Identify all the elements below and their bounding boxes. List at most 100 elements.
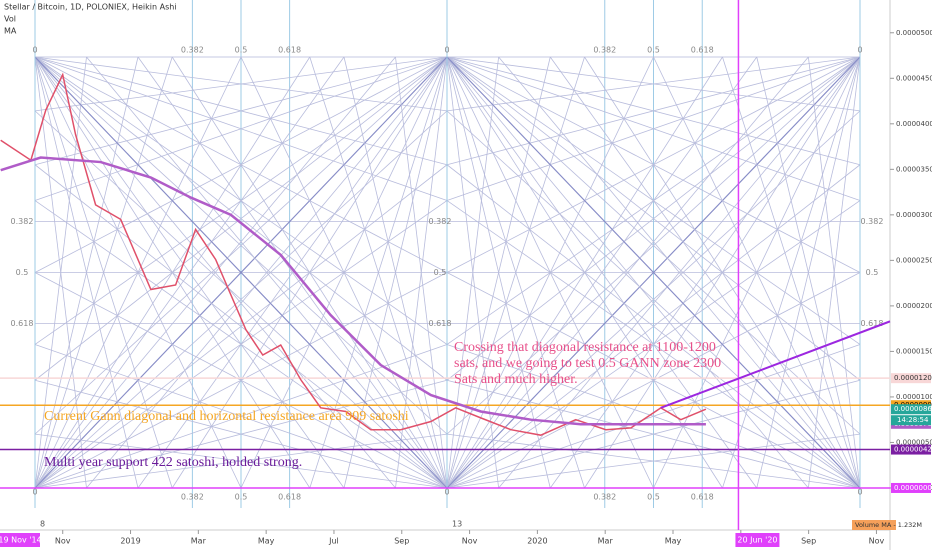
gann-ray [137, 56, 448, 489]
gann-ray [722, 56, 861, 489]
gann-ray [34, 164, 448, 489]
gann-ray [446, 110, 861, 489]
date-badge [735, 533, 780, 547]
gann-ray [34, 56, 396, 489]
gann-ray [446, 379, 861, 489]
gann-ray [446, 56, 861, 112]
gann-label: 0.382 [593, 46, 616, 55]
gann-label: 0.618 [691, 46, 714, 55]
x-tick-label: Nov [55, 537, 71, 546]
gann-ray [309, 56, 448, 489]
indicator-label: MA [4, 27, 17, 36]
gann-ray [34, 200, 448, 489]
x-tick-label: 2019 [120, 537, 140, 546]
gann-ray [584, 56, 861, 489]
gann-label: 0.5 [16, 268, 29, 277]
series-line [0, 156, 706, 426]
gann-ray [86, 56, 448, 489]
x-tick-label: 2020 [527, 537, 547, 546]
gann-label: 13 [452, 520, 462, 529]
gann-ray [498, 56, 861, 489]
gann-label: 0 [857, 488, 862, 497]
gann-label: 0 [444, 46, 449, 55]
gann-ray [807, 56, 861, 489]
volume-badge [852, 520, 896, 530]
gann-ray [446, 56, 758, 489]
gann-label: 8 [40, 520, 45, 529]
countdown-badge [891, 415, 931, 426]
gann-ray [34, 56, 139, 489]
gann-label: 0.382 [181, 46, 204, 55]
price-marker [891, 444, 931, 455]
price-marker-label: 0.00000422 [894, 446, 932, 454]
gann-label: 0 [32, 488, 37, 497]
gann-label: 0.382 [593, 493, 616, 502]
gann-ray [446, 344, 861, 489]
x-tick-label: Sep [394, 537, 409, 546]
gann-label: 0.618 [861, 319, 884, 328]
gann-label: 0 [32, 46, 37, 55]
x-tick-label: May [258, 537, 275, 546]
indicator-label: Vol [4, 15, 16, 24]
gann-ray [549, 56, 861, 489]
gann-label: 0.5 [866, 268, 879, 277]
gann-label: 0.382 [11, 217, 34, 226]
gann-label: 0.382 [861, 217, 884, 226]
gann-label: 0.618 [11, 319, 34, 328]
gann-ray [446, 200, 861, 489]
annotation: Current Gann diagonal and horizontal res… [44, 409, 409, 424]
gann-label: 0.618 [278, 46, 301, 55]
y-tick-label: 0.00000500 [896, 438, 932, 446]
gann-ray [34, 56, 448, 201]
gann-ray [34, 110, 448, 489]
gann-label: 0.618 [429, 319, 452, 328]
gann-ray [34, 379, 448, 489]
gann-ray [446, 272, 861, 489]
gann-ray [34, 56, 448, 166]
gann-label: 0.382 [429, 217, 452, 226]
price-marker-label: 0.00000865 [894, 405, 932, 413]
chart-title: Stellar / Bitcoin, 1D, POLONIEX, Heikin … [4, 3, 177, 12]
gann-ray [34, 56, 173, 489]
gann-ray [34, 56, 448, 381]
x-tick-label: Nov [462, 537, 478, 546]
trend-line [660, 320, 891, 409]
gann-ray [34, 433, 448, 489]
gann-ray [34, 344, 448, 489]
gann-ray [446, 433, 861, 489]
gann-ray [446, 56, 861, 435]
price-axis [890, 0, 932, 550]
gann-label: 0.382 [181, 493, 204, 502]
annotation: Crossing that diagonal resistance at 110… [454, 340, 722, 387]
gann-ray [343, 56, 448, 489]
gann-ray [446, 164, 861, 489]
gann-ray [395, 56, 448, 489]
gann-ray [171, 56, 448, 489]
gann-label: 0.5 [647, 493, 660, 502]
gann-ray [446, 56, 861, 201]
price-marker-label: 0.00001206 [894, 374, 932, 382]
x-tick-label: Nov [869, 537, 885, 546]
gann-ray [446, 56, 585, 489]
gann-ray [34, 56, 345, 489]
gann-label: 0.618 [278, 493, 301, 502]
gann-ray [34, 56, 448, 112]
price-marker [891, 373, 931, 384]
gann-label: 0.5 [647, 46, 660, 55]
gann-label: 0 [444, 488, 449, 497]
gann-ray [34, 272, 448, 489]
date-badge-label: 20 Jun '20 [737, 536, 777, 545]
annotation: Multi year support 422 satoshi, holded s… [44, 455, 303, 470]
x-tick-label: Mar [598, 537, 614, 546]
series-line [0, 72, 707, 436]
x-tick-label: Mar [191, 537, 207, 546]
